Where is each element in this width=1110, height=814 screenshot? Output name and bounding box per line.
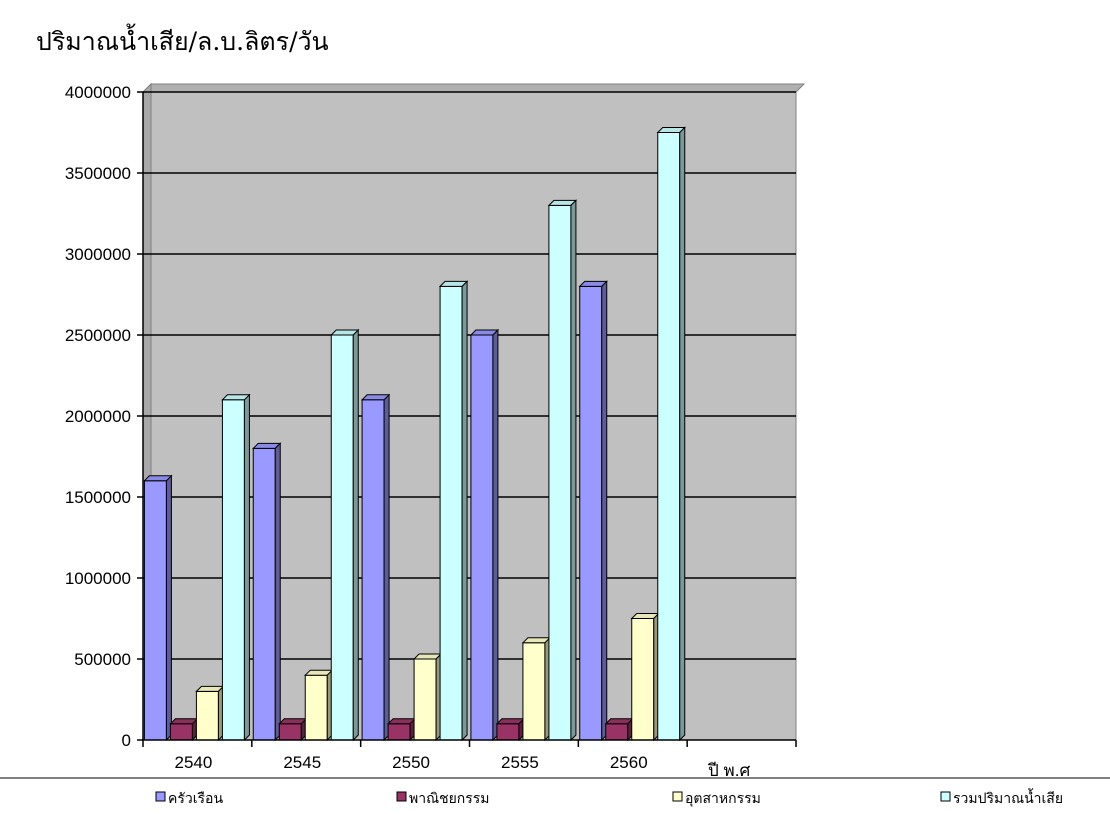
bar xyxy=(469,328,500,742)
y-tick-label: 2500000 xyxy=(65,326,131,345)
bar-front xyxy=(387,723,411,741)
bar-front xyxy=(278,723,302,741)
bar xyxy=(578,280,608,742)
bar xyxy=(330,328,360,742)
bar-front xyxy=(496,723,520,741)
legend-item: ครัวเรือน xyxy=(155,791,223,807)
bar xyxy=(547,199,578,742)
x-tick-label: 2545 xyxy=(283,753,321,772)
legend-swatch xyxy=(672,791,683,802)
gridlines xyxy=(137,91,796,741)
bar-front xyxy=(605,723,629,741)
bar xyxy=(252,442,282,742)
bar-front xyxy=(413,658,437,741)
bar-front xyxy=(304,674,328,741)
bar-front xyxy=(169,723,193,741)
bar-front xyxy=(143,480,167,741)
bar xyxy=(143,474,173,742)
y-tick-label: 500000 xyxy=(74,650,131,669)
bar-side xyxy=(352,328,359,742)
bar xyxy=(221,393,251,742)
bar-side xyxy=(679,126,686,742)
bar xyxy=(495,717,526,742)
x-tick-label: 2550 xyxy=(392,753,430,772)
bar xyxy=(438,280,469,742)
y-tick-label: 3500000 xyxy=(65,164,131,183)
bar-front xyxy=(195,690,219,741)
legend-label: อุตสาหกรรม xyxy=(685,791,761,807)
bar xyxy=(195,685,225,742)
bar xyxy=(412,652,443,742)
bar xyxy=(304,668,334,742)
bar-front xyxy=(439,285,463,741)
bar-side xyxy=(165,474,172,742)
bar xyxy=(521,636,552,742)
bar xyxy=(386,717,417,742)
bar-front xyxy=(330,334,354,741)
bar-front xyxy=(657,132,681,741)
y-tick-label: 4000000 xyxy=(65,83,131,102)
bar xyxy=(278,717,308,742)
legend-swatch xyxy=(940,791,951,802)
bar-front xyxy=(221,399,245,741)
bar-front xyxy=(548,204,572,741)
bar-front xyxy=(631,618,655,741)
x-tick-label: 2560 xyxy=(610,753,648,772)
legend-item: รวมปริมาณน้ำเสีย xyxy=(940,788,1063,807)
bar xyxy=(360,393,391,742)
bar-side xyxy=(243,393,250,742)
y-tick-label: 1000000 xyxy=(65,569,131,588)
x-axis-title: ปี พ.ศ xyxy=(707,761,750,780)
bar-front xyxy=(579,285,603,741)
bar-front xyxy=(522,642,546,741)
bar xyxy=(604,717,634,742)
x-tick-label: 2555 xyxy=(501,753,539,772)
bar-side xyxy=(383,393,390,742)
bars xyxy=(143,126,686,742)
bar-side xyxy=(601,280,608,742)
chart-title: ปริมาณน้ำเสีย/ล.บ.ลิตร/วัน xyxy=(36,27,329,56)
bar-side xyxy=(461,280,468,742)
bar xyxy=(630,612,660,742)
legend-swatch xyxy=(396,791,407,802)
y-tick-label: 2000000 xyxy=(65,407,131,426)
legend-label: พาณิชยกรรม xyxy=(409,791,490,807)
x-tick-label: 2540 xyxy=(175,753,213,772)
y-tick-label: 0 xyxy=(122,731,131,750)
x-tick-labels: 2540 2545 2550 2555 2560 ปี พ.ศ xyxy=(175,753,751,780)
bar-side xyxy=(570,199,577,742)
legend-label: รวมปริมาณน้ำเสีย xyxy=(953,788,1063,807)
y-tick-label: 1500000 xyxy=(65,488,131,507)
legend-item: พาณิชยกรรม xyxy=(396,791,490,807)
axes xyxy=(142,92,797,747)
bar-front xyxy=(470,334,494,741)
bar-front xyxy=(252,447,276,741)
bar-side xyxy=(492,328,499,742)
y-tick-labels: 0 500000 1000000 1500000 2000000 2500000 30000… xyxy=(65,83,131,750)
legend-label: ครัวเรือน xyxy=(168,791,223,807)
legend-item: อุตสาหกรรม xyxy=(672,791,761,807)
legend: ครัวเรือน พาณิชยกรรม อุตสาหกรรม รวมปริมาณน้… xyxy=(0,777,1110,807)
y-tick-label: 3000000 xyxy=(65,245,131,264)
bar-front xyxy=(361,399,385,741)
bar-side xyxy=(274,442,281,742)
bar xyxy=(169,717,199,742)
legend-swatch xyxy=(155,791,166,802)
bar xyxy=(656,126,686,742)
plot-wall-top xyxy=(141,83,806,93)
